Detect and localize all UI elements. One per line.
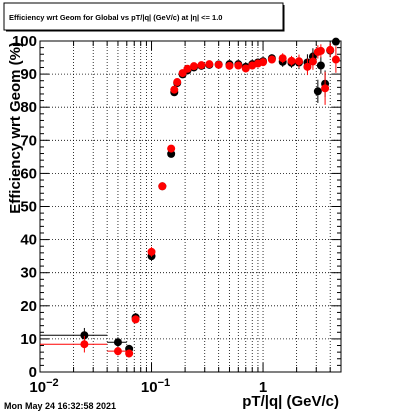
data-point <box>173 78 182 87</box>
y-tick-label: 10 <box>20 331 37 348</box>
data-point <box>80 340 89 349</box>
x-tick-base: 10 <box>141 379 158 396</box>
x-axis-title: pT/|q| (GeV/c) <box>242 393 339 410</box>
data-point <box>326 45 335 54</box>
grid <box>40 41 341 372</box>
data-point <box>205 60 214 69</box>
axis-ticks <box>39 40 342 373</box>
data-point <box>167 144 176 153</box>
data-point <box>225 61 234 70</box>
data-point <box>147 247 156 256</box>
y-tick-label: 40 <box>20 232 37 249</box>
x-tick-label: 10−2 <box>29 377 58 396</box>
data-point <box>113 338 122 347</box>
data-point <box>241 64 250 73</box>
x-tick-exponent: −1 <box>158 377 171 389</box>
data-point <box>316 61 325 70</box>
data-point <box>170 85 179 94</box>
data-point <box>259 58 268 67</box>
data-point <box>303 62 312 71</box>
x-tick-base: 10 <box>29 379 46 396</box>
data-point <box>313 87 322 96</box>
y-tick-label: 20 <box>20 298 37 315</box>
x-tick-base: 1 <box>259 379 267 396</box>
data-point <box>316 46 325 55</box>
y-axis-title: Efficiency wrt Geom (%) <box>7 42 24 214</box>
x-tick-label: 1 <box>259 379 267 396</box>
series-red <box>40 43 340 358</box>
data-point <box>158 182 167 191</box>
data-point <box>294 57 303 66</box>
series-black <box>40 37 340 353</box>
data-point <box>131 315 140 324</box>
title-box-shadow-right <box>283 5 285 32</box>
y-tick-label: 100 <box>12 33 37 50</box>
data-point <box>197 61 206 70</box>
data-point <box>278 54 287 63</box>
y-tick-label: 90 <box>20 66 37 83</box>
y-tick-label: 60 <box>20 165 37 182</box>
data-point <box>214 60 223 69</box>
data-point <box>80 331 89 340</box>
title-box-shadow <box>6 30 284 32</box>
y-tick-label: 70 <box>20 132 37 149</box>
x-tick-labels: 10−2 10−1 1 <box>29 377 267 396</box>
data-point <box>321 84 330 93</box>
data-point <box>331 55 340 64</box>
data-series <box>40 37 340 358</box>
x-tick-label: 10−1 <box>141 377 170 396</box>
x-tick-exponent: −2 <box>46 377 59 389</box>
data-point <box>113 347 122 356</box>
data-point <box>183 64 192 73</box>
y-tick-label: 50 <box>20 199 37 216</box>
timestamp: Mon May 24 16:32:58 2021 <box>4 401 116 411</box>
data-point <box>189 62 198 71</box>
y-tick-label: 80 <box>20 99 37 116</box>
data-point <box>331 37 340 46</box>
y-tick-labels: 0 10 20 30 40 50 60 70 80 90 100 <box>12 33 37 381</box>
y-tick-label: 0 <box>29 364 37 381</box>
data-point <box>287 56 296 65</box>
chart-title: Efficiency wrt Geom for Global vs pT/|q|… <box>9 13 222 22</box>
data-point <box>308 57 317 66</box>
data-point <box>234 61 243 70</box>
title-box <box>3 2 284 31</box>
y-tick-label: 30 <box>20 265 37 282</box>
data-point <box>267 55 276 64</box>
data-point <box>125 349 134 358</box>
